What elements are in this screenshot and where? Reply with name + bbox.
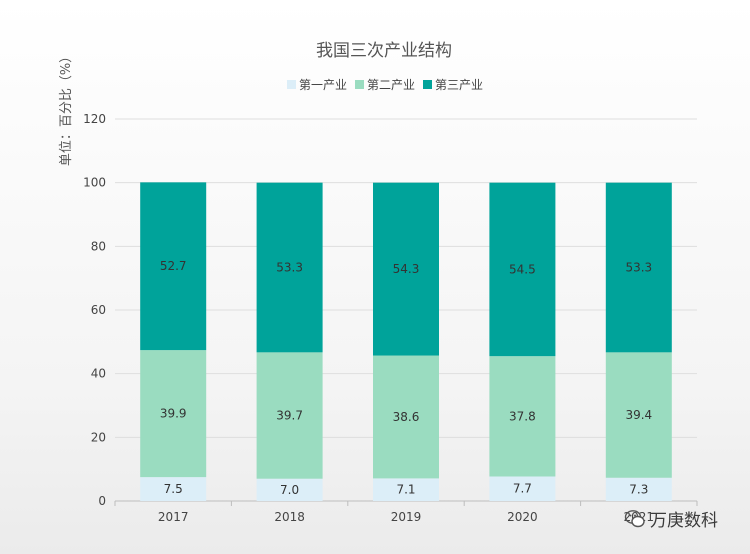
- data-label: 7.5: [164, 482, 183, 496]
- data-label: 37.8: [509, 409, 536, 423]
- data-label: 7.3: [629, 482, 648, 496]
- bar-segment: [140, 477, 207, 501]
- data-label: 53.3: [625, 261, 652, 275]
- y-axis-label: 单位：百分比（%）: [59, 50, 74, 166]
- y-tick-label: 40: [91, 367, 106, 381]
- bar-segment: [605, 477, 672, 501]
- bar-segment: [373, 478, 439, 501]
- bar-segment: [605, 352, 672, 478]
- bar-segment: [605, 182, 672, 353]
- data-label: 38.6: [393, 410, 420, 424]
- data-label: 54.3: [393, 262, 420, 276]
- data-label: 7.7: [513, 482, 532, 496]
- x-tick-label: 2020: [507, 510, 538, 524]
- wechat-logo-icon: [624, 509, 645, 527]
- watermark-text: 万庚数科: [650, 511, 718, 531]
- legend-entry: 第三产业: [435, 78, 483, 92]
- bar-segment: [489, 356, 556, 477]
- y-tick-label: 120: [83, 112, 106, 126]
- x-axis: 20172018201920202021: [114, 501, 698, 524]
- x-tick-label: 2019: [391, 510, 422, 524]
- bar-segment: [489, 182, 556, 357]
- data-label: 39.9: [160, 407, 187, 421]
- bar-segment: [373, 182, 439, 356]
- bar-segment: [373, 355, 439, 479]
- x-tick-label: 2017: [158, 510, 189, 524]
- legend-swatch: [355, 80, 364, 89]
- legend: 第一产业 第二产业 第三产业: [287, 78, 483, 92]
- bar-segment: [256, 352, 323, 479]
- legend-swatch: [423, 80, 432, 89]
- legend-entry: 第一产业: [299, 78, 347, 92]
- legend-swatch: [287, 80, 296, 89]
- bar-segment: [256, 182, 323, 353]
- data-label: 53.3: [276, 261, 303, 275]
- y-tick-label: 80: [91, 239, 106, 253]
- watermark: 万庚数科: [624, 506, 718, 531]
- data-label: 39.4: [625, 408, 652, 422]
- bar-segment: [140, 182, 207, 351]
- data-label: 7.1: [396, 483, 415, 497]
- chart-title: 我国三次产业结构: [316, 41, 452, 61]
- y-tick-label: 0: [98, 494, 106, 508]
- data-label: 39.7: [276, 409, 303, 423]
- y-tick-label: 60: [91, 303, 106, 317]
- data-label: 7.0: [280, 483, 299, 497]
- x-tick-label: 2018: [274, 510, 305, 524]
- bar-segment: [256, 478, 323, 501]
- bar-segment: [489, 476, 556, 501]
- data-label: 52.7: [160, 259, 187, 273]
- legend-entry: 第二产业: [367, 78, 415, 92]
- y-tick-label: 20: [91, 430, 106, 444]
- data-label: 54.5: [509, 262, 536, 276]
- bar-segment: [140, 350, 207, 478]
- y-tick-label: 100: [83, 176, 106, 190]
- bars: 7.5 39.9 52.7 7.0 39.7 53.3 7.1 38.6 54.3 7.7 37.8…: [140, 182, 672, 501]
